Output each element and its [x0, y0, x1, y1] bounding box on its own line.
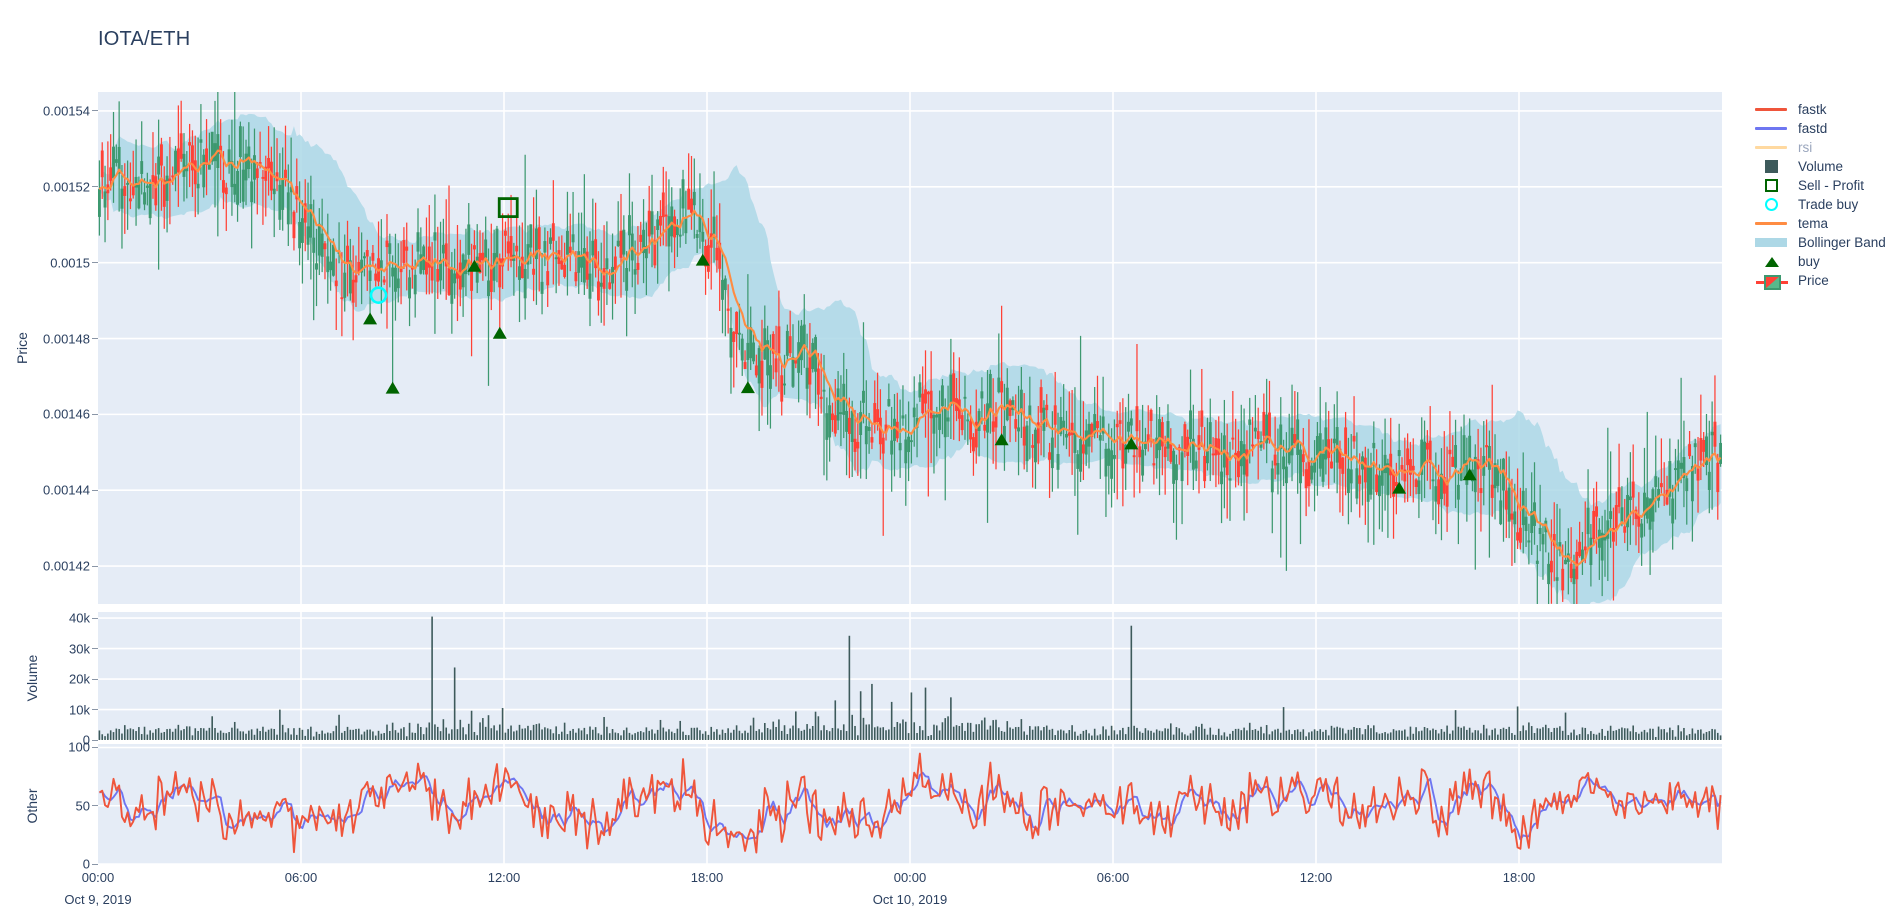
legend-item-trade-buy[interactable]: Trade buy: [1750, 195, 1886, 214]
xtick-5: 06:00: [1096, 870, 1130, 885]
legend-label: Trade buy: [1798, 197, 1859, 212]
square-swatch: [1765, 160, 1778, 173]
ytick-mark: [92, 739, 98, 741]
other-plot: [98, 744, 1722, 864]
legend-label: Sell - Profit: [1798, 178, 1865, 193]
xtick-6: 12:00: [1299, 870, 1333, 885]
ytick-price-3: 0.00148: [43, 331, 90, 347]
price-plot: [98, 92, 1722, 604]
ytick-mark: [92, 863, 98, 865]
legend-item-bollinger-band[interactable]: Bollinger Band: [1750, 233, 1886, 252]
ytick-volume-0: 0: [82, 732, 90, 748]
page-title: IOTA/ETH: [98, 28, 191, 50]
ytick-price-5: 0.00144: [43, 482, 90, 498]
line-swatch: [1755, 127, 1787, 130]
ytick-other-2: 100: [68, 739, 90, 755]
ytick-price-6: 0.00142: [43, 558, 90, 574]
band-swatch: [1755, 238, 1787, 247]
ytick-mark: [92, 746, 98, 748]
triangle-swatch: [1765, 256, 1779, 267]
line-swatch: [1755, 222, 1787, 225]
line-swatch: [1755, 108, 1787, 111]
legend-label: fastk: [1798, 102, 1827, 117]
legend-label: Price: [1798, 273, 1829, 288]
ytick-mark: [92, 617, 98, 619]
ytick-other-0: 0: [82, 856, 90, 872]
legend-item-price[interactable]: Price: [1750, 271, 1886, 290]
ytick-volume-3: 30k: [69, 641, 90, 657]
line-icon: [1750, 138, 1792, 157]
circle-open-swatch: [1765, 198, 1778, 211]
legend-item-rsi[interactable]: rsi: [1750, 138, 1886, 157]
line-icon: [1750, 100, 1792, 119]
legend-item-tema[interactable]: tema: [1750, 214, 1886, 233]
ytick-mark: [92, 648, 98, 650]
triangle-up-icon: [1750, 252, 1792, 271]
legend-item-fastd[interactable]: fastd: [1750, 119, 1886, 138]
legend-label: Volume: [1798, 159, 1844, 174]
ytick-mark: [92, 565, 98, 567]
xdate-0: Oct 9, 2019: [64, 892, 132, 907]
legend-item-volume[interactable]: Volume: [1750, 157, 1886, 176]
legend-label: rsi: [1798, 140, 1813, 155]
legend-item-fastk[interactable]: fastk: [1750, 100, 1886, 119]
line-swatch: [1755, 146, 1787, 149]
other-panel[interactable]: [98, 744, 1722, 864]
legend-item-sell-profit[interactable]: Sell - Profit: [1750, 176, 1886, 195]
circle-open-icon: [1750, 195, 1792, 214]
xtick-3: 18:00: [690, 870, 724, 885]
ytick-volume-1: 10k: [69, 702, 90, 718]
yaxis-title-price: Price: [14, 332, 30, 364]
ytick-mark: [92, 338, 98, 340]
legend-label: buy: [1798, 254, 1820, 269]
candlestick-icon: [1750, 271, 1792, 290]
ytick-price-4: 0.00146: [43, 406, 90, 422]
ytick-other-1: 50: [75, 798, 90, 814]
ytick-volume-4: 40k: [69, 610, 90, 626]
xtick-0: 00:00: [81, 870, 115, 885]
ytick-mark: [92, 489, 98, 491]
legend-label: fastd: [1798, 121, 1828, 136]
ytick-price-0: 0.00154: [43, 103, 90, 119]
ytick-mark: [92, 678, 98, 680]
ytick-mark: [92, 110, 98, 112]
ytick-mark: [92, 413, 98, 415]
line-icon: [1750, 119, 1792, 138]
ytick-price-2: 0.0015: [50, 255, 90, 271]
ytick-mark: [92, 805, 98, 807]
xtick-2: 12:00: [487, 870, 521, 885]
ytick-mark: [92, 186, 98, 188]
legend-label: tema: [1798, 216, 1829, 231]
volume-panel[interactable]: [98, 612, 1722, 740]
line-icon: [1750, 214, 1792, 233]
xtick-4: 00:00: [893, 870, 927, 885]
xdate-1: Oct 10, 2019: [872, 892, 948, 907]
xtick-7: 18:00: [1502, 870, 1536, 885]
square-icon: [1750, 157, 1792, 176]
legend-label: Bollinger Band: [1798, 235, 1886, 250]
chart-legend[interactable]: fastk fastd rsi Volume Sell - Profit Trade bu…: [1750, 100, 1886, 290]
price-panel[interactable]: [98, 92, 1722, 604]
legend-item-buy[interactable]: buy: [1750, 252, 1886, 271]
xtick-1: 06:00: [284, 870, 318, 885]
square-open-swatch: [1765, 179, 1778, 192]
ytick-mark: [92, 709, 98, 711]
square-open-icon: [1750, 176, 1792, 195]
ytick-price-1: 0.00152: [43, 179, 90, 195]
volume-plot: [98, 612, 1722, 740]
ytick-volume-2: 20k: [69, 671, 90, 687]
candlestick-swatch: [1756, 275, 1788, 290]
ytick-mark: [92, 262, 98, 264]
band-icon: [1750, 233, 1792, 252]
